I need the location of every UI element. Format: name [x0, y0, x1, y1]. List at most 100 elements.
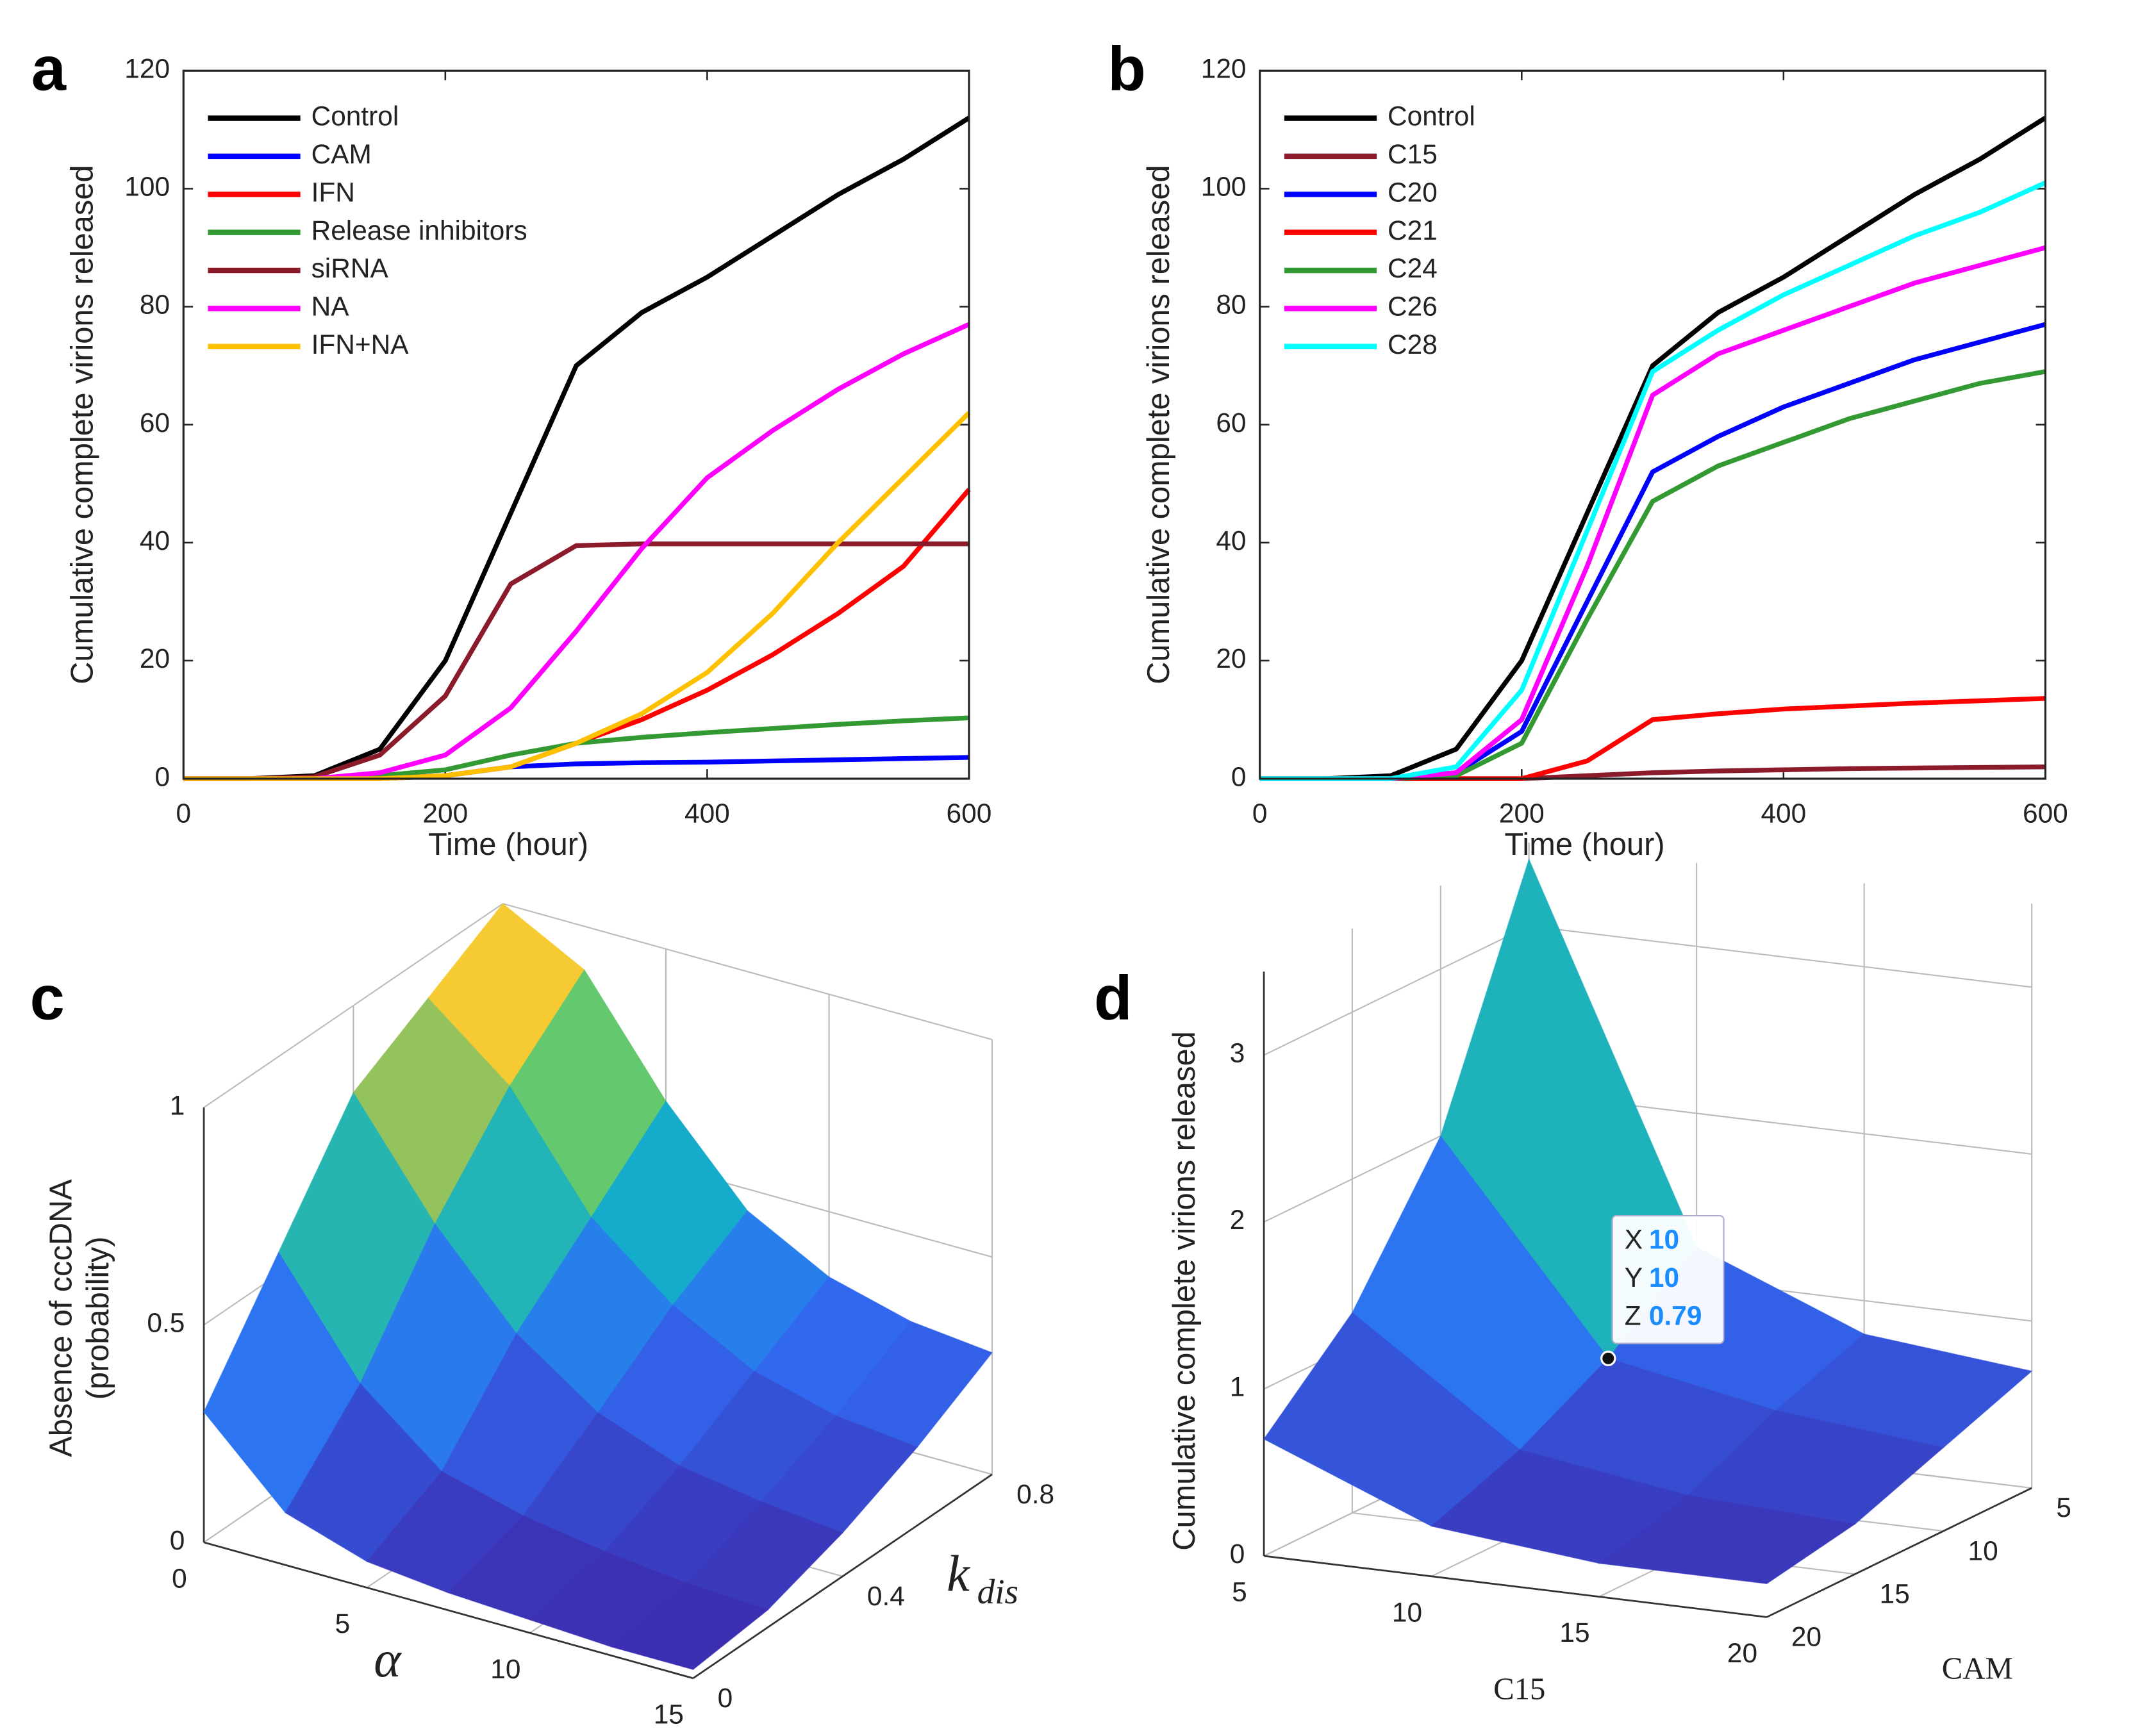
axis-line: [1263, 1555, 1767, 1618]
surface-patch: [610, 1582, 769, 1670]
grid-line: [1263, 925, 1530, 1056]
x-tick-label: 5: [1232, 1577, 1247, 1607]
datatip-key: X: [1625, 1225, 1643, 1255]
z-tick-label: 0.5: [147, 1308, 185, 1338]
legend-label: Release inhibitors: [311, 215, 527, 245]
y-axis-label: Cumulative complete virions released: [1141, 165, 1176, 684]
legend-label: C15: [1388, 139, 1438, 169]
y-tick-label: 10: [1968, 1535, 1998, 1566]
z-tick-label: 2: [1230, 1205, 1245, 1235]
y-tick-label: 100: [124, 172, 170, 202]
datatip-point: [1600, 1350, 1616, 1366]
datatip-value: 10: [1649, 1225, 1679, 1255]
z-tick-label: 1: [170, 1090, 185, 1120]
x-tick-label: 200: [1499, 798, 1545, 829]
y-tick-label: 0: [154, 761, 170, 791]
datatip-value: 10: [1649, 1262, 1679, 1293]
legend-label: C28: [1388, 329, 1438, 360]
datatip-key: Z: [1625, 1300, 1641, 1330]
x-tick-label: 600: [947, 798, 992, 829]
y-tick-label: 60: [140, 408, 170, 438]
y-tick-label: 5: [2056, 1492, 2071, 1523]
x-tick-label: 600: [2023, 798, 2068, 829]
z-tick-label: 1: [1230, 1372, 1245, 1402]
y-tick-label: 15: [1880, 1578, 1910, 1608]
z-tick-label: 3: [1230, 1038, 1245, 1068]
x-tick-label: 5: [335, 1608, 351, 1639]
x-tick-label: 10: [1392, 1597, 1422, 1627]
legend-label: Control: [1388, 101, 1475, 131]
x-tick-label: 400: [684, 798, 730, 829]
x-tick-label: 15: [654, 1699, 684, 1729]
series-line: [1259, 245, 2046, 781]
legend-label: C26: [1388, 292, 1438, 322]
legend-label: siRNA: [311, 253, 389, 283]
y-tick-label: 80: [140, 290, 170, 320]
plot-frame: [1259, 69, 2046, 780]
y-axis-label: CAM: [1942, 1651, 2013, 1685]
legend-label: NA: [311, 292, 350, 322]
axis-line: [203, 1541, 693, 1680]
z-axis-label: Cumulative complete virions released: [1167, 1031, 1202, 1550]
y-axis-label: k: [947, 1546, 970, 1603]
series-line: [183, 322, 970, 781]
y-tick-label: 80: [1216, 290, 1246, 320]
y-tick-label: 0: [718, 1683, 733, 1713]
x-tick-label: 0: [172, 1563, 187, 1593]
y-tick-label: 60: [1216, 408, 1246, 438]
legend-label: C20: [1388, 177, 1438, 207]
surface-patch: [1598, 1494, 1857, 1585]
legend-label: IFN: [311, 177, 355, 207]
z-axis-label: Absence of cccDNA: [44, 1179, 78, 1457]
series-line: [183, 715, 970, 781]
x-tick-label: 400: [1761, 798, 1806, 829]
legend-label: C24: [1388, 253, 1438, 283]
axis-line: [1766, 1487, 2032, 1618]
legend-label: C21: [1388, 215, 1438, 245]
grid-line: [1529, 925, 2032, 988]
x-tick-label: 20: [1727, 1638, 1757, 1668]
grid-line: [502, 903, 993, 1041]
x-tick-label: 200: [422, 798, 468, 829]
x-tick-label: 15: [1559, 1617, 1589, 1648]
y-axis-label: Cumulative complete virions released: [65, 165, 99, 684]
z-axis-label: (probability): [81, 1237, 115, 1400]
y-tick-label: 100: [1201, 172, 1247, 202]
y-tick-label: 0.8: [1016, 1479, 1054, 1509]
plot-frame: [182, 69, 970, 780]
datatip-box: [1611, 1214, 1725, 1344]
y-tick-label: 0: [1231, 761, 1247, 791]
y-tick-label: 0.4: [867, 1581, 905, 1611]
y-tick-label: 40: [140, 525, 170, 556]
panel-label: b: [1107, 33, 1146, 103]
x-axis-label: Time (hour): [1504, 827, 1664, 862]
z-tick-label: 0: [1230, 1539, 1245, 1569]
panel-label: d: [1094, 963, 1132, 1033]
y-tick-label: 20: [1216, 643, 1246, 674]
y-tick-label: 40: [1216, 525, 1246, 556]
panel-label: c: [30, 963, 65, 1033]
legend-label: IFN+NA: [311, 329, 410, 360]
y-axis-label-subscript: dis: [977, 1572, 1018, 1611]
axis-line: [692, 1473, 993, 1680]
y-tick-label: 20: [1791, 1622, 1821, 1652]
series-line: [1259, 115, 2047, 781]
x-tick-label: 0: [1252, 798, 1268, 829]
x-tick-label: 10: [490, 1654, 520, 1684]
z-tick-label: 0: [170, 1525, 185, 1555]
series-line: [1259, 180, 2046, 781]
datatip-value: 0.79: [1649, 1300, 1702, 1330]
datatip-key: Y: [1625, 1262, 1643, 1293]
legend-label: Control: [311, 101, 399, 131]
legend-label: CAM: [311, 139, 372, 169]
y-tick-label: 20: [140, 643, 170, 674]
y-tick-label: 120: [124, 53, 170, 83]
x-axis-label: Time (hour): [428, 827, 588, 862]
series-line: [183, 115, 970, 781]
x-axis-label: C15: [1493, 1671, 1545, 1706]
y-tick-label: 120: [1201, 53, 1247, 83]
grid-line: [203, 903, 504, 1109]
x-tick-label: 0: [176, 798, 191, 829]
